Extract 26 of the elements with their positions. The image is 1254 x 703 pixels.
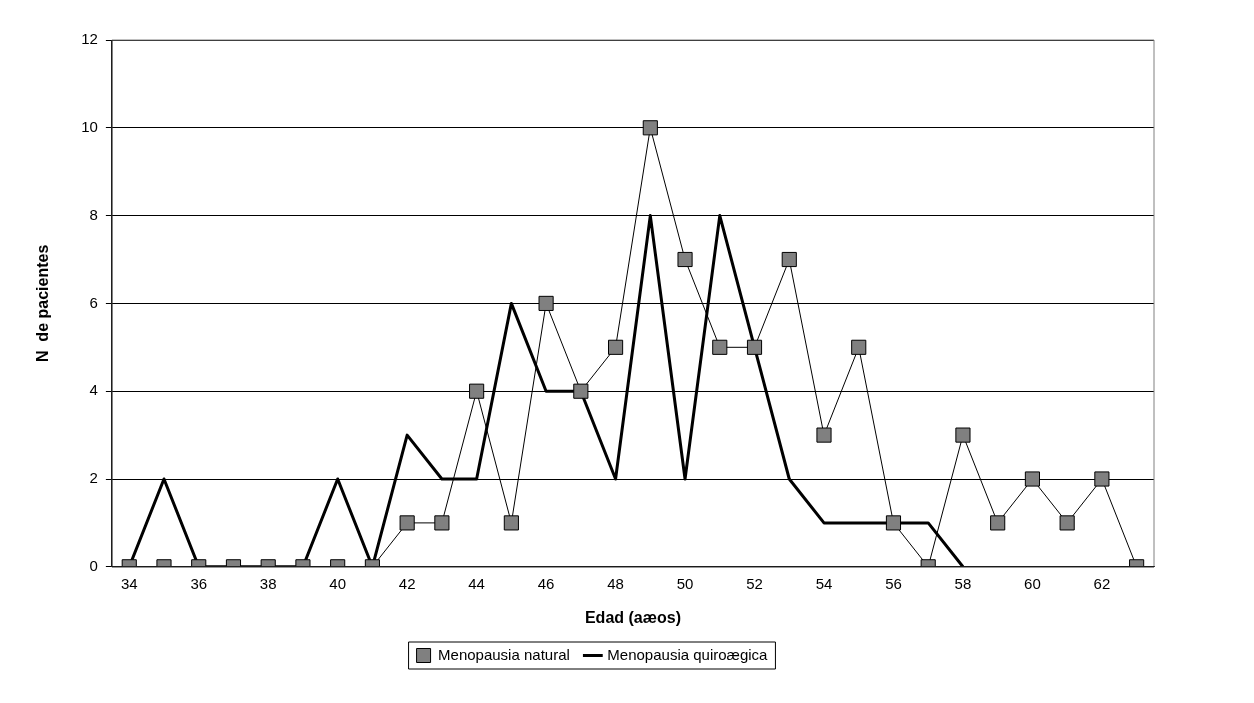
y-axis-title: N de pacientes [34,244,52,363]
x-tick-label: 48 [607,574,624,592]
y-tick-label: 0 [89,556,98,574]
x-tick-label: 34 [120,574,138,592]
x-tick-label: 36 [190,574,208,592]
y-tick-label: 2 [89,469,98,487]
x-tick-label: 44 [468,574,485,592]
x-tick-label: 56 [885,574,902,592]
y-tick-label: 8 [89,205,98,223]
y-tick-label: 6 [89,293,98,311]
legend-label: Menopausia natural [438,645,570,663]
x-tick-label: 58 [954,574,972,592]
legend-label: Menopausia quiroægica [607,645,769,663]
x-tick-label: 38 [259,574,277,592]
x-tick-label: 42 [398,574,416,592]
y-tick-label: 12 [81,30,98,48]
x-tick-label: 54 [815,574,833,592]
x-tick-label: 62 [1093,574,1111,592]
y-tick-label: 10 [81,117,98,135]
x-tick-label: 40 [329,574,347,592]
x-tick-label: 46 [537,574,555,592]
y-tick-label: 4 [89,381,98,399]
x-tick-label: 60 [1024,574,1041,592]
x-axis-title: Edad (aæos) [584,608,681,626]
x-tick-label: 50 [676,574,694,592]
x-tick-label: 52 [746,574,763,592]
